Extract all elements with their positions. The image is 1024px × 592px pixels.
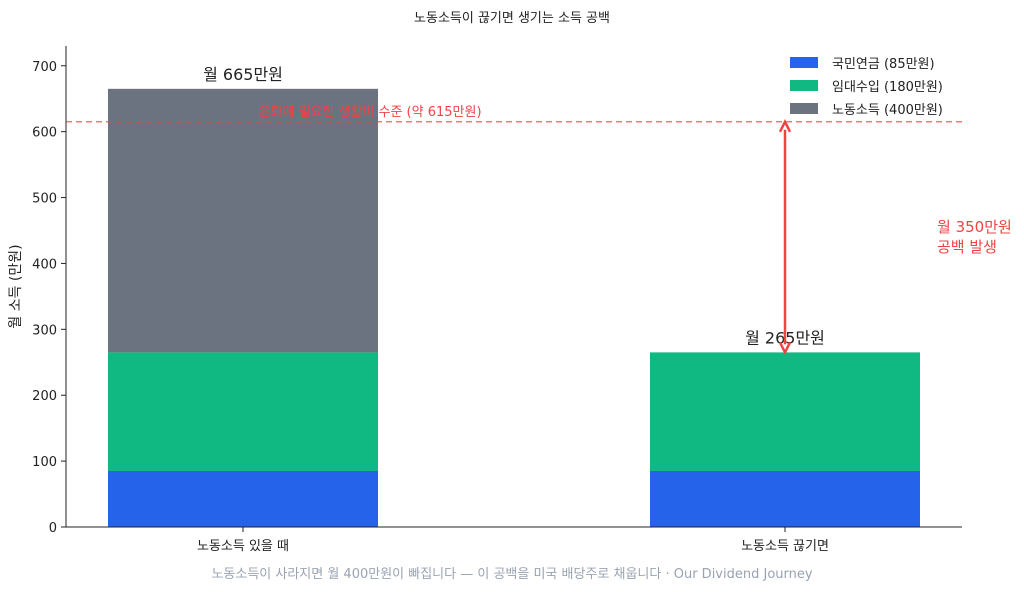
y-tick-label-7: 700: [32, 60, 57, 75]
legend-label-0: 국민연금 (85만원): [832, 57, 935, 72]
gap-arrow-head-top: [778, 118, 792, 133]
y-axis-label: 월 소득 (만원): [8, 244, 24, 328]
x-tick-label-1: 노동소득 끊기면: [741, 539, 829, 554]
legend: 국민연금 (85만원) 임대수입 (180만원) 노동소득 (400만원): [790, 57, 943, 118]
footer-caption: 노동소득이 사라지면 월 400만원이 빠집니다 — 이 공백을 미국 배당주로…: [211, 567, 812, 582]
bar-segment-2-0: [108, 88, 378, 353]
gap-arrow-head-bottom: [778, 341, 792, 356]
y-tick-label-4: 400: [32, 257, 57, 272]
bar-segment-0-1: [650, 470, 920, 527]
legend-label-1: 임대수입 (180만원): [832, 80, 943, 95]
y-tick-label-6: 600: [32, 126, 57, 141]
legend-label-2: 노동소득 (400만원): [832, 103, 943, 118]
bar-segment-1-0: [108, 352, 378, 471]
chart-title: 노동소득이 끊기면 생기는 소득 공백: [414, 11, 610, 26]
y-tick-label-0: 0: [49, 521, 57, 536]
legend-swatch-1: [790, 80, 818, 91]
x-tick-label-0: 노동소득 있을 때: [197, 539, 289, 554]
gap-label-line-0: 월 350만원: [937, 218, 1012, 236]
gap-label-line-1: 공백 발생: [937, 238, 997, 256]
reference-line-label: 은퇴에 필요한 생활비 수준 (약 615만원): [258, 105, 481, 120]
y-tick-label-2: 200: [32, 389, 57, 404]
bar-segment-0-0: [108, 470, 378, 527]
y-tick-label-3: 300: [32, 323, 57, 338]
y-tick-label-1: 100: [32, 455, 57, 470]
legend-swatch-0: [790, 57, 818, 68]
y-tick-label-5: 500: [32, 192, 57, 207]
legend-swatch-2: [790, 103, 818, 114]
bar-segment-1-1: [650, 352, 920, 471]
total-label-0: 월 665만원: [203, 65, 283, 84]
